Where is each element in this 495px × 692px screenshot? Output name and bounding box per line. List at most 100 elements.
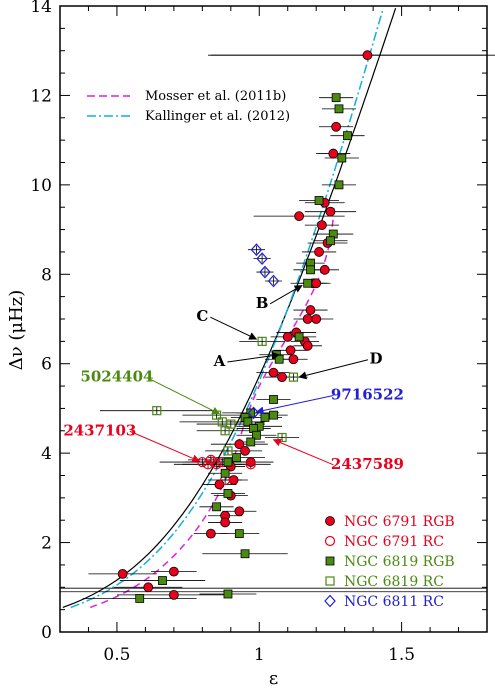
legend-text: Mosser et al. (2011b) <box>145 89 286 104</box>
axis-ticks: 0.5 1 1.5 0 2 4 6 8 10 12 14 <box>30 0 488 665</box>
legend-marker <box>325 516 335 526</box>
data-point <box>223 488 233 498</box>
y-tick-label: 4 <box>41 444 52 464</box>
legend-marker <box>325 576 335 586</box>
annotation-arrow <box>255 394 334 415</box>
data-point <box>331 93 341 103</box>
data-point <box>252 430 261 440</box>
data-point <box>220 468 230 478</box>
data-point <box>326 236 335 246</box>
data-point <box>245 459 256 470</box>
data-point <box>343 131 352 141</box>
data-point <box>168 566 179 577</box>
y-tick-label: 6 <box>41 355 52 375</box>
data-point <box>267 274 280 288</box>
data-point <box>305 305 316 315</box>
data-point <box>334 104 344 114</box>
data-point <box>294 211 305 222</box>
legend-label: NGC 6811 RC <box>344 594 444 610</box>
annotation-label: 5024404 <box>80 368 153 386</box>
data-point <box>256 252 268 266</box>
data-point <box>223 446 233 456</box>
data-point <box>135 594 145 603</box>
legend-label: NGC 6791 RGB <box>344 514 455 530</box>
annotation-label: 2437103 <box>63 421 136 439</box>
series-legend: NGC 6791 RGB NGC 6791 RC NGC 6819 RGB NGC 6… <box>324 514 455 610</box>
data-point <box>234 529 244 539</box>
data-point <box>246 408 256 418</box>
data-point <box>240 446 250 456</box>
x-tick-label: 1.5 <box>388 645 415 665</box>
y-tick-label: 10 <box>30 176 52 196</box>
data-point <box>260 412 270 422</box>
model-line-kallinger <box>70 7 384 609</box>
data-point <box>288 372 299 382</box>
data-point <box>325 206 336 217</box>
annotation-arrow <box>146 377 221 415</box>
data-point <box>303 278 313 288</box>
data-point <box>269 395 278 404</box>
model-legend: Mosser et al. (2011b) Kallinger et al. (2… <box>87 89 290 124</box>
data-point <box>228 475 239 485</box>
data-point <box>259 265 271 279</box>
data-point <box>294 332 304 342</box>
data-point <box>168 589 179 600</box>
data-point <box>205 454 216 465</box>
data-point <box>302 340 313 351</box>
legend-text: Kallinger et al. (2012) <box>145 109 290 124</box>
x-axis-label: ε <box>269 668 278 689</box>
data-point <box>311 278 322 289</box>
data-point <box>316 220 327 231</box>
data-point <box>212 502 221 512</box>
data-point <box>220 517 231 528</box>
data-point <box>234 439 245 450</box>
annotation-arrow <box>298 359 369 380</box>
data-point <box>311 314 322 324</box>
data-point <box>269 410 278 420</box>
data-point <box>232 453 241 463</box>
y-tick-label: 12 <box>30 86 52 106</box>
legend-marker <box>324 535 336 547</box>
data-point <box>331 121 342 132</box>
annotation-label: A <box>213 352 226 370</box>
data-point <box>226 419 236 429</box>
data-point <box>220 426 230 436</box>
model-line-mosser <box>89 204 335 609</box>
data-point <box>245 457 256 467</box>
data-point <box>328 148 339 159</box>
data-point <box>314 247 324 257</box>
data-point <box>223 589 233 599</box>
data-point <box>306 265 315 275</box>
data-point <box>334 180 344 190</box>
annotation-label: C <box>196 307 208 325</box>
y-tick-label: 0 <box>41 623 52 643</box>
annotation-arrow <box>269 285 303 305</box>
data-point <box>314 196 324 205</box>
data-point <box>302 314 313 324</box>
data-point <box>257 336 267 346</box>
data-point <box>152 406 162 416</box>
data-point <box>246 437 256 447</box>
data-point <box>214 479 225 490</box>
data-point <box>143 582 154 593</box>
legend-label: NGC 6819 RC <box>344 574 444 590</box>
legend-label: NGC 6791 RC <box>344 534 444 550</box>
data-point <box>319 264 330 275</box>
x-tick-label: 1 <box>254 645 265 665</box>
data-point <box>274 354 284 364</box>
data-point <box>240 549 250 559</box>
data-point <box>117 568 128 579</box>
data-point <box>285 345 296 356</box>
data-point <box>277 432 287 443</box>
data-point <box>282 331 293 342</box>
y-tick-label: 8 <box>41 265 52 285</box>
annotation-arrow <box>227 351 280 363</box>
data-points <box>117 50 373 603</box>
data-point <box>277 372 287 383</box>
data-point <box>223 457 233 467</box>
x-tick-label: 0.5 <box>103 645 130 665</box>
annotation-label: 2437589 <box>331 455 404 473</box>
y-axis-label: Δν (μHz) <box>6 290 27 371</box>
data-point <box>362 50 373 61</box>
